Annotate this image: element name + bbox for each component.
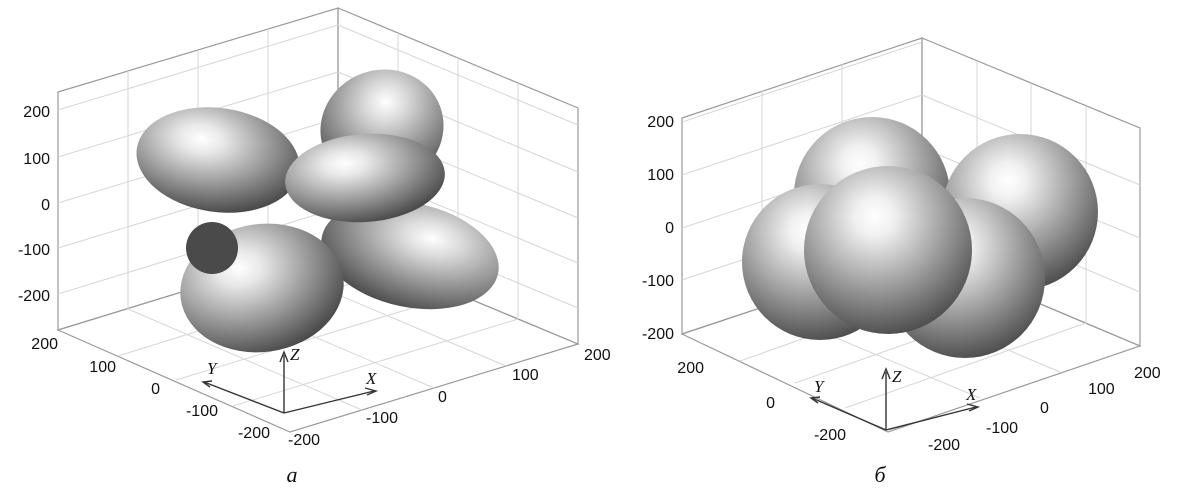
panel-b-x-ticks: -200 -100 0 100 200 [928,365,1161,454]
x-tick-label: 0 [1040,400,1049,417]
z-tick-label: 100 [23,151,50,168]
panel-a-y-ticks: 200 100 0 -100 -200 [31,336,270,442]
panel-a-caption: а [287,462,298,487]
y-tick-label: 0 [151,381,160,398]
z-axis-label: Z [892,367,902,386]
z-tick-label: -200 [642,326,674,343]
y-tick-label: -200 [238,425,270,442]
panel-a-surface [136,69,499,353]
z-axis-label: Z [290,345,300,364]
z-tick-label: -100 [642,273,674,290]
y-tick-label: 100 [89,359,116,376]
y-axis-label: Y [207,359,218,378]
y-tick-label: -100 [186,403,218,420]
panel-b-y-ticks: 200 0 -200 [677,360,846,444]
panel-a-x-ticks: -200 -100 0 100 200 [288,347,611,449]
z-tick-label: 0 [41,197,50,214]
panel-a-grid [56,7,580,433]
y-tick-label: -200 [814,427,846,444]
lobe-right-lower [321,200,499,310]
x-tick-label: -200 [288,432,320,449]
panel-b-caption: б [874,462,886,487]
x-tick-label: 0 [438,389,447,406]
panel-b-z-ticks: 200 100 0 -100 -200 [642,114,674,343]
x-tick-label: -100 [366,410,398,427]
z-tick-label: 200 [647,114,674,131]
x-axis-label: X [365,369,377,388]
y-axis-label: Y [814,377,825,396]
z-tick-label: 200 [23,104,50,121]
x-tick-label: 200 [1134,365,1161,382]
x-tick-label: -100 [986,420,1018,437]
sphere-front-center [804,166,972,334]
z-tick-label: -200 [18,288,50,305]
y-tick-label: 0 [766,395,775,412]
y-tick-label: 200 [31,336,58,353]
x-tick-label: 100 [1088,381,1115,398]
z-tick-label: 100 [647,167,674,184]
panel-a-z-ticks: 200 100 0 -100 -200 [18,104,50,305]
z-tick-label: 0 [665,220,674,237]
lobe-left-upper [136,107,300,213]
x-tick-label: 100 [512,367,539,384]
panel-b: 200 100 0 -100 -200 200 0 -200 -200 -100… [642,37,1161,487]
panel-a-axis-triad [201,350,379,414]
z-tick-label: -100 [18,242,50,259]
x-tick-label: 200 [584,347,611,364]
panel-b-axis-triad [809,367,981,431]
lobe-center-right [285,133,445,223]
lobe-left-dark [186,222,238,274]
x-tick-label: -200 [928,437,960,454]
panel-b-surface [742,117,1098,358]
panel-a: 200 100 0 -100 -200 200 100 0 -100 -200 … [18,7,611,487]
x-axis-label: X [965,385,977,404]
y-tick-label: 200 [677,360,704,377]
